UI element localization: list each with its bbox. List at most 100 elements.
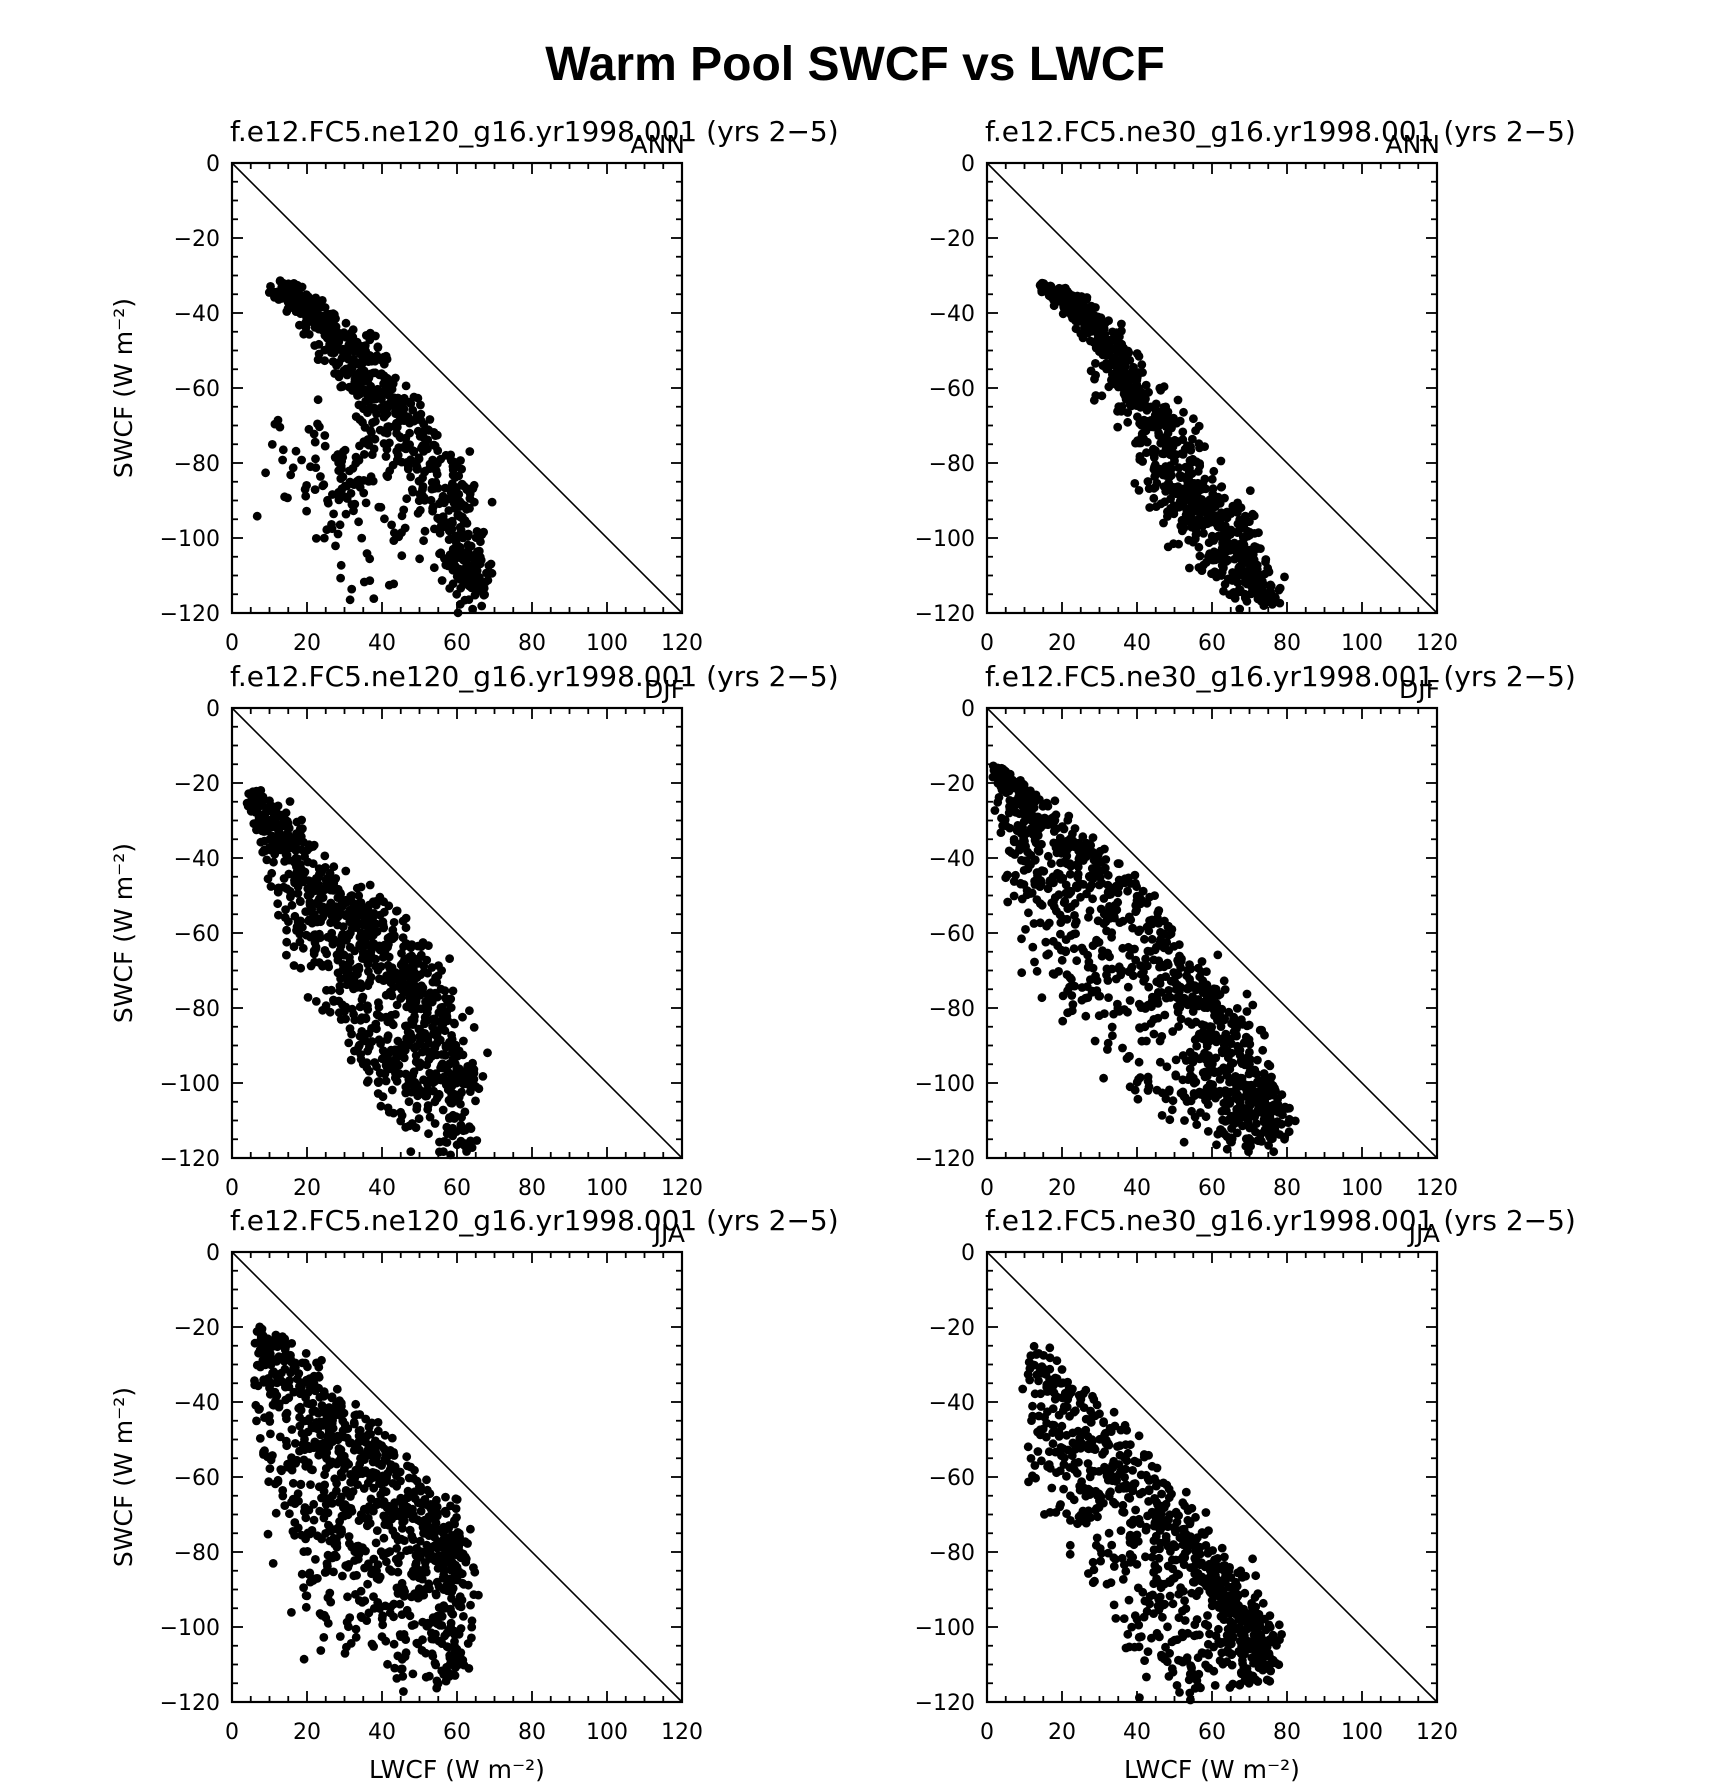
data-point (1096, 904, 1106, 914)
data-point (1043, 884, 1053, 894)
data-point (1185, 563, 1194, 573)
data-point (1063, 986, 1072, 996)
data-point (1026, 786, 1035, 796)
data-point (297, 1530, 306, 1540)
data-point (354, 891, 364, 901)
data-point (296, 897, 305, 906)
data-point (323, 1550, 333, 1560)
data-point (440, 483, 450, 493)
data-point (990, 806, 1000, 815)
data-point (1275, 598, 1285, 608)
scatter-points (988, 761, 1300, 1157)
data-point (1012, 826, 1022, 836)
data-point (1113, 366, 1122, 375)
data-point (315, 929, 324, 939)
data-point (1143, 477, 1153, 486)
data-point (447, 1090, 457, 1099)
data-point (404, 1074, 414, 1084)
data-point (398, 1672, 408, 1681)
data-point (322, 949, 332, 959)
data-point (1156, 988, 1166, 997)
data-point (1061, 947, 1071, 957)
data-point (1149, 1029, 1159, 1039)
data-point (262, 825, 272, 835)
data-point (424, 941, 433, 950)
data-point (275, 276, 285, 285)
data-point (1203, 1127, 1213, 1136)
data-point (1130, 1085, 1140, 1095)
data-point (367, 1037, 377, 1046)
data-point (360, 1437, 370, 1447)
data-point (297, 455, 306, 465)
data-point (310, 437, 320, 447)
y-tick-label: −80 (174, 452, 220, 477)
data-point (431, 466, 441, 476)
data-point (1218, 1115, 1228, 1125)
data-point (398, 1518, 407, 1527)
x-tick-label: 20 (1048, 1176, 1076, 1201)
data-point (435, 549, 444, 559)
data-point (391, 968, 400, 977)
data-point (336, 573, 345, 583)
data-point (309, 1515, 319, 1525)
data-point (1026, 824, 1036, 833)
data-point (345, 595, 355, 605)
data-point (252, 1416, 261, 1426)
data-point (393, 1036, 403, 1046)
data-point (359, 488, 369, 498)
data-point (1049, 827, 1059, 836)
data-point (336, 941, 346, 950)
data-point (288, 463, 298, 473)
y-tick-label: −120 (160, 1147, 220, 1172)
data-point (1280, 1134, 1289, 1144)
data-point (1104, 993, 1113, 1002)
data-point (402, 1021, 412, 1031)
data-point (359, 577, 369, 587)
data-point (334, 466, 344, 475)
data-point (295, 824, 305, 834)
data-point (297, 815, 306, 825)
data-point (1166, 993, 1175, 1002)
data-point (336, 560, 346, 570)
data-point (1077, 995, 1087, 1005)
data-point (1130, 479, 1140, 488)
data-point (1208, 999, 1218, 1009)
data-point (1071, 324, 1081, 334)
data-point (289, 961, 299, 970)
data-point (330, 1474, 340, 1484)
data-point (343, 1561, 353, 1571)
data-point (1111, 343, 1120, 353)
data-point (1162, 938, 1172, 947)
data-point (286, 470, 296, 480)
data-point (423, 1105, 433, 1114)
data-point (1209, 1066, 1219, 1076)
data-point (469, 1023, 479, 1032)
data-point (372, 351, 382, 361)
data-point (1203, 519, 1212, 529)
data-point (411, 1084, 420, 1094)
data-point (383, 1050, 393, 1059)
data-point (339, 366, 349, 376)
data-point (1195, 551, 1205, 561)
x-tick-label: 0 (980, 1176, 994, 1201)
data-point (429, 428, 439, 437)
data-point (1088, 894, 1097, 904)
data-point (382, 409, 392, 418)
data-point (1145, 892, 1154, 902)
data-point (1178, 435, 1188, 444)
data-point (1030, 957, 1039, 967)
data-point (1175, 416, 1185, 426)
data-point (377, 402, 387, 412)
data-point (1064, 811, 1074, 821)
data-point (376, 1101, 386, 1111)
data-point (1179, 1092, 1189, 1101)
data-point (363, 1005, 373, 1014)
data-point (372, 1024, 381, 1034)
data-point (280, 1501, 290, 1510)
data-point (412, 1003, 422, 1013)
data-point (381, 1076, 391, 1086)
data-point (1019, 833, 1028, 843)
data-point (1205, 1079, 1215, 1089)
data-point (1060, 896, 1070, 906)
